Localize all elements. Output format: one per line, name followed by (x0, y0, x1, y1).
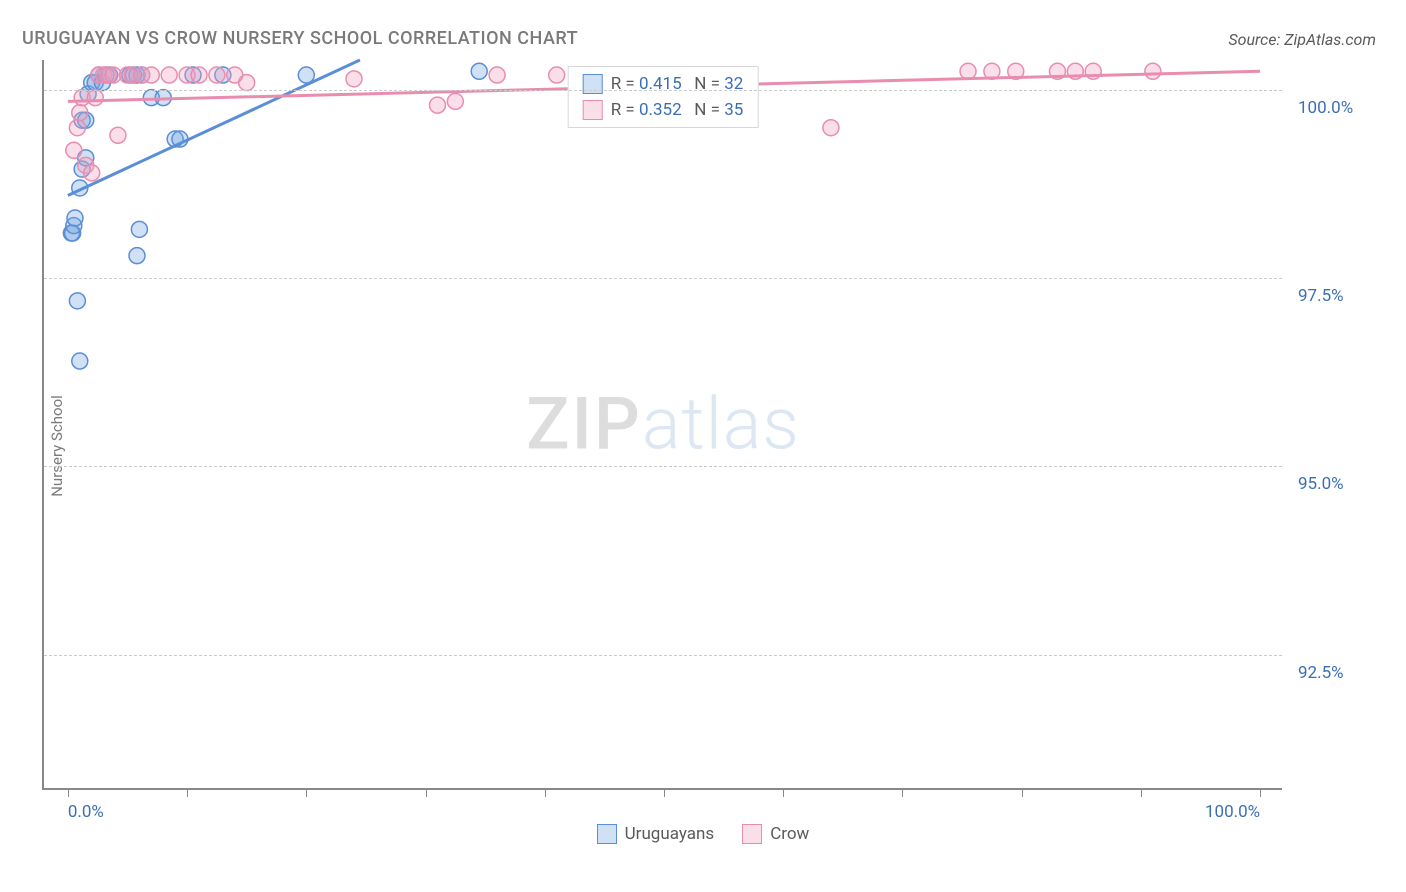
scatter-point (87, 90, 103, 106)
scatter-point (161, 67, 177, 83)
x-tick (426, 788, 427, 797)
x-tick-label: 100.0% (1205, 802, 1260, 822)
legend-swatch (597, 824, 617, 844)
scatter-point (549, 67, 565, 83)
legend-swatch (742, 824, 762, 844)
scatter-point (69, 120, 85, 136)
scatter-point (960, 63, 976, 79)
legend-row: R = 0.352 N = 35 (583, 97, 744, 123)
scatter-point (191, 67, 207, 83)
legend-item: Uruguayans (597, 824, 715, 844)
legend-stat: R = 0.352 N = 35 (611, 100, 744, 120)
legend-label: Crow (770, 824, 809, 844)
scatter-point (471, 63, 487, 79)
plot-area: ZIPatlas R = 0.415 N = 32R = 0.352 N = 3… (42, 60, 1282, 790)
source-attribution: Source: ZipAtlas.com (1228, 30, 1376, 49)
scatter-point (209, 67, 225, 83)
chart-title: URUGUAYAN VS CROW NURSERY SCHOOL CORRELA… (22, 28, 578, 49)
x-tick (902, 788, 903, 797)
x-tick (664, 788, 665, 797)
scatter-point (84, 165, 100, 181)
gridline (44, 90, 1282, 91)
y-tick-label: 97.5% (1298, 286, 1344, 306)
x-tick (783, 788, 784, 797)
scatter-point (131, 221, 147, 237)
x-tick (1260, 788, 1261, 797)
scatter-point (823, 120, 839, 136)
x-tick (187, 788, 188, 797)
y-tick-label: 92.5% (1298, 663, 1344, 683)
y-tick-label: 100.0% (1298, 98, 1353, 118)
correlation-legend: R = 0.415 N = 32 R = 0.352 N = 35 (568, 66, 759, 128)
legend-row: R = 0.415 N = 32 (583, 71, 744, 97)
legend-label: Uruguayans (625, 824, 715, 844)
legend-item: Crow (742, 824, 809, 844)
scatter-point (66, 142, 82, 158)
scatter-point (72, 353, 88, 369)
x-tick (1141, 788, 1142, 797)
scatter-point (489, 67, 505, 83)
scatter-point (1145, 63, 1161, 79)
scatter-svg (44, 60, 1282, 788)
x-tick (1022, 788, 1023, 797)
x-tick (545, 788, 546, 797)
series-legend: Uruguayans Crow (0, 824, 1406, 844)
x-tick (306, 788, 307, 797)
scatter-point (69, 293, 85, 309)
scatter-point (447, 93, 463, 109)
x-tick (68, 788, 69, 797)
scatter-point (67, 210, 83, 226)
gridline (44, 466, 1282, 467)
gridline (44, 655, 1282, 656)
x-tick-label: 0.0% (68, 802, 104, 822)
scatter-point (72, 105, 88, 121)
gridline (44, 278, 1282, 279)
scatter-point (346, 71, 362, 87)
scatter-point (239, 75, 255, 91)
y-tick-label: 95.0% (1298, 474, 1344, 494)
scatter-point (429, 97, 445, 113)
scatter-point (129, 248, 145, 264)
scatter-point (110, 127, 126, 143)
legend-swatch (583, 100, 603, 120)
scatter-point (143, 67, 159, 83)
